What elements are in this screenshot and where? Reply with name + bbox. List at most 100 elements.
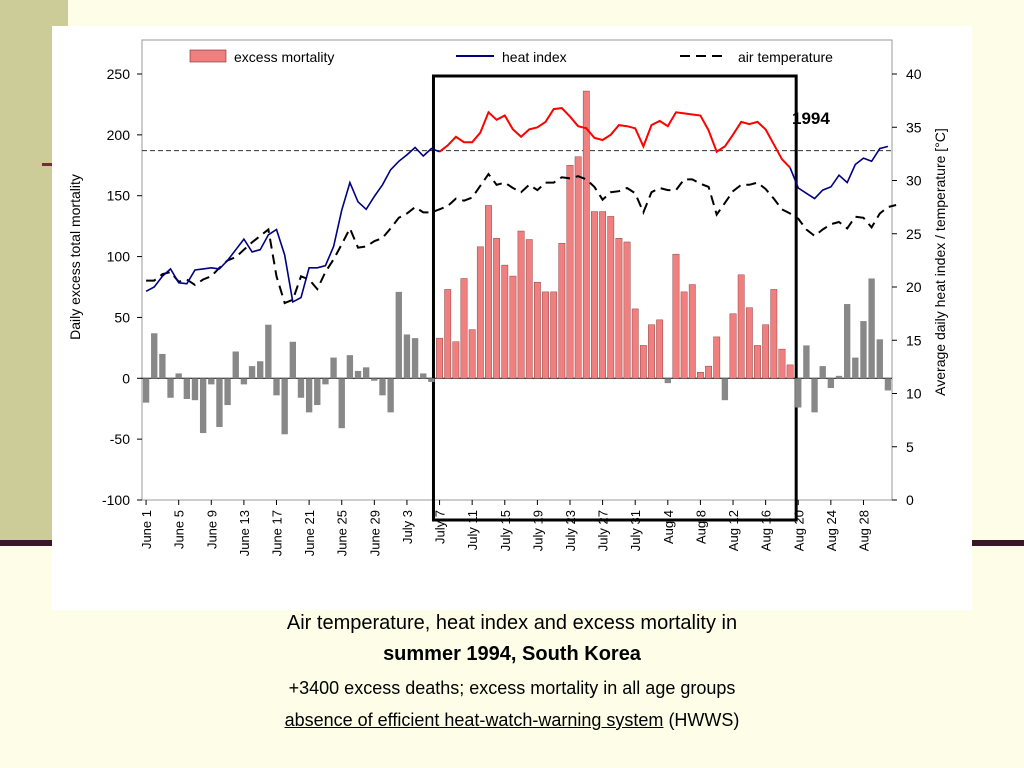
- heat-index-line-highlight: [438, 107, 791, 169]
- air-temperature-line: [146, 172, 897, 305]
- bar: [843, 304, 851, 379]
- bar: [795, 378, 802, 408]
- y-tick-label: -50: [110, 431, 130, 447]
- bar: [550, 291, 558, 379]
- heat-index-line-before: [145, 146, 440, 304]
- bar: [216, 378, 223, 427]
- y2-axis-title: Average daily heat index / temperature […: [932, 128, 948, 396]
- bar: [444, 289, 452, 379]
- bar: [697, 372, 704, 379]
- bar: [770, 289, 778, 379]
- y-tick-label: 100: [107, 249, 131, 265]
- y-tick-label: 150: [107, 188, 131, 204]
- caption-line-2: summer 1994, South Korea: [383, 643, 641, 665]
- x-tick-label: June 13: [237, 510, 252, 556]
- bar: [297, 378, 305, 398]
- bar: [713, 336, 721, 379]
- bar: [509, 275, 517, 379]
- bar: [493, 238, 500, 379]
- bar: [387, 378, 394, 413]
- bar: [208, 378, 215, 385]
- x-tick-label: June 1: [139, 510, 154, 549]
- bar: [566, 165, 574, 379]
- bar: [721, 378, 729, 401]
- bar: [305, 378, 313, 413]
- bar: [379, 378, 386, 396]
- x-tick-label: July 3: [400, 510, 415, 544]
- chart-panel: excess mortality heat index air temperatur…: [52, 26, 972, 610]
- legend-swatch-excess-mortality: [189, 49, 227, 63]
- x-tick-label: June 29: [367, 510, 382, 556]
- bar: [754, 345, 761, 379]
- line-series: [145, 107, 897, 305]
- bar: [599, 211, 606, 379]
- bar: [420, 373, 427, 379]
- bar: [868, 278, 875, 379]
- bar: [729, 313, 737, 379]
- bar: [428, 378, 435, 382]
- bar: [338, 378, 345, 429]
- bar: [623, 241, 631, 379]
- y2-tick-label: 40: [906, 66, 922, 82]
- bar: [852, 357, 859, 379]
- x-tick-label: July 31: [628, 510, 643, 551]
- decorative-stub: [42, 163, 56, 166]
- y2-tick-label: 35: [906, 119, 922, 135]
- bar: [224, 378, 231, 406]
- bar: [688, 284, 696, 379]
- x-tick-label: Aug 16: [759, 510, 774, 551]
- y-tick-label: 50: [114, 309, 130, 325]
- x-tick-label: June 5: [172, 510, 187, 549]
- bar: [876, 339, 883, 379]
- x-tick-label: July 19: [530, 510, 545, 551]
- legend-label-air-temperature: air temperature: [738, 49, 833, 65]
- bar: [159, 353, 166, 379]
- y2-tick-label: 30: [906, 173, 922, 189]
- caption-hwws-text: (HWWS): [663, 710, 740, 730]
- bar: [232, 351, 239, 379]
- y-tick-label: 0: [122, 370, 130, 386]
- bar: [371, 378, 378, 381]
- bar-series: [142, 90, 892, 435]
- bar: [460, 278, 468, 379]
- bar: [436, 337, 443, 379]
- bar: [591, 211, 598, 379]
- highlight-box: [431, 74, 798, 522]
- bar: [468, 329, 476, 379]
- x-tick-label: July 11: [465, 510, 480, 550]
- bar: [346, 355, 354, 379]
- x-tick-label: June 21: [302, 510, 317, 556]
- bar: [534, 281, 541, 379]
- y2-tick-label: 20: [906, 279, 922, 295]
- bar: [615, 238, 623, 379]
- bar: [884, 378, 892, 391]
- bar: [142, 378, 150, 403]
- x-tick-label: July 15: [498, 510, 513, 551]
- y-tick-label: 250: [107, 66, 131, 82]
- caption-line-4: absence of efficient heat-watch-warning …: [0, 710, 1024, 731]
- bar: [664, 378, 671, 384]
- bar: [860, 321, 867, 379]
- bar: [737, 274, 745, 379]
- x-tick-label: Aug 24: [824, 510, 839, 551]
- x-tick-label: Aug 4: [661, 510, 676, 544]
- bar: [175, 373, 182, 379]
- bar: [183, 378, 191, 399]
- bar: [517, 230, 525, 379]
- bar: [501, 264, 509, 379]
- x-tick-label: July 23: [563, 510, 578, 551]
- bar: [395, 291, 402, 379]
- bar: [648, 324, 655, 379]
- bar: [811, 378, 818, 413]
- bar: [167, 378, 174, 398]
- bar: [631, 308, 639, 379]
- x-tick-label: Aug 20: [791, 510, 806, 551]
- bar: [476, 246, 484, 379]
- x-tick-label: June 9: [204, 510, 219, 549]
- x-tick-label: Aug 12: [726, 510, 741, 551]
- y2-tick-label: 0: [906, 492, 914, 508]
- bar: [786, 364, 794, 379]
- plot-border: [141, 39, 893, 501]
- y2-tick-label: 15: [906, 332, 922, 348]
- chart-legend: excess mortality heat index air temperatur…: [189, 49, 833, 65]
